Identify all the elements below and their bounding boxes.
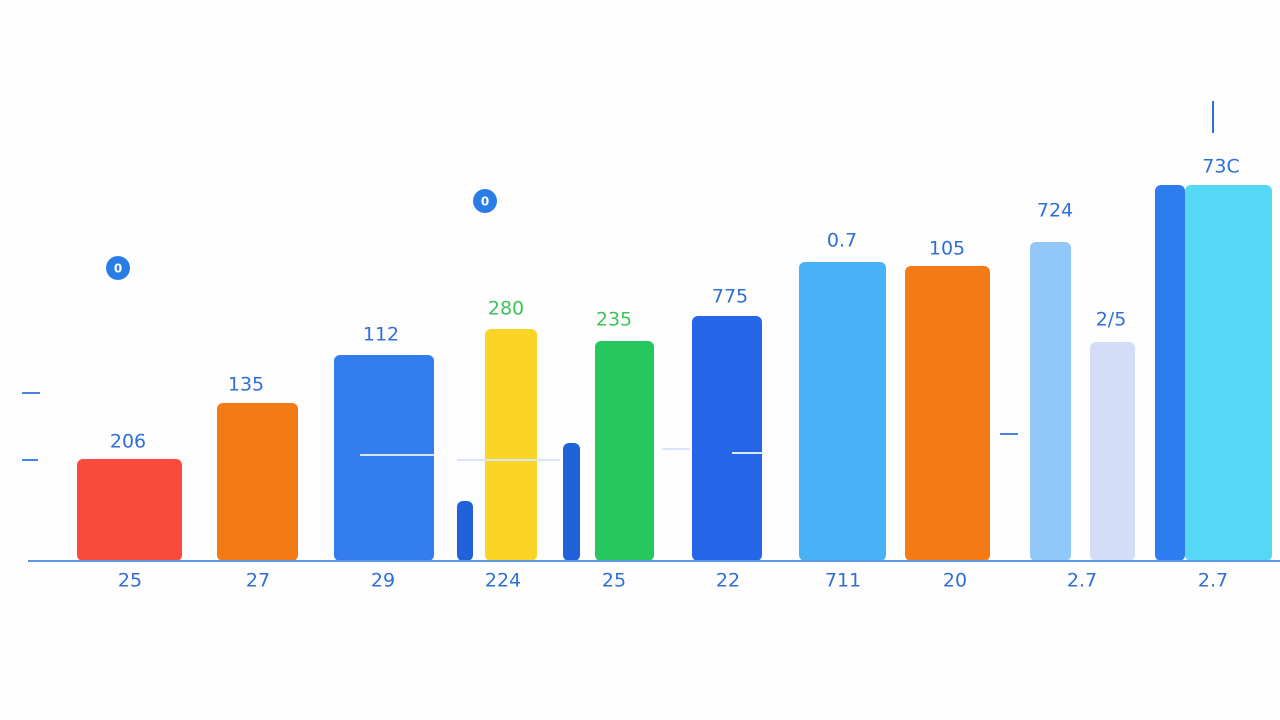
bar: [1185, 185, 1272, 561]
marker-dot: [106, 256, 130, 280]
bar: [799, 262, 886, 561]
x-tick-label: 25: [602, 570, 626, 592]
value-label: 105: [929, 238, 965, 260]
x-tick-label: 2.7: [1198, 570, 1228, 592]
marker-label: 0: [114, 262, 122, 276]
value-label: 724: [1037, 200, 1073, 222]
bar: [457, 501, 473, 561]
marker-dot: [473, 189, 497, 213]
bar: [485, 329, 537, 561]
bar: [1155, 185, 1185, 561]
bar: [217, 403, 298, 561]
bar: [77, 459, 182, 561]
value-label: 775: [712, 286, 748, 308]
value-label: 280: [488, 298, 524, 320]
bar: [1090, 342, 1135, 561]
bar: [334, 355, 434, 561]
bar: [905, 266, 990, 561]
bar: [1030, 242, 1071, 561]
value-label: 135: [228, 374, 264, 396]
value-label: 112: [363, 324, 399, 346]
x-tick-label: 224: [485, 570, 521, 592]
value-label: 2/5: [1096, 309, 1127, 331]
x-tick-label: 29: [371, 570, 395, 592]
x-tick-label: 20: [943, 570, 967, 592]
x-tick-label: 27: [246, 570, 270, 592]
x-tick-label: 711: [825, 570, 861, 592]
bar: [595, 341, 654, 561]
value-label: 206: [110, 431, 146, 453]
bar: [563, 443, 580, 561]
bar: [692, 316, 762, 561]
value-label: 235: [596, 309, 632, 331]
x-tick-label: 25: [118, 570, 142, 592]
x-tick-label: 22: [716, 570, 740, 592]
value-label: 0.7: [827, 230, 857, 252]
x-tick-label: 2.7: [1067, 570, 1097, 592]
value-label: 73C: [1202, 156, 1239, 178]
marker-label: 0: [481, 195, 489, 209]
